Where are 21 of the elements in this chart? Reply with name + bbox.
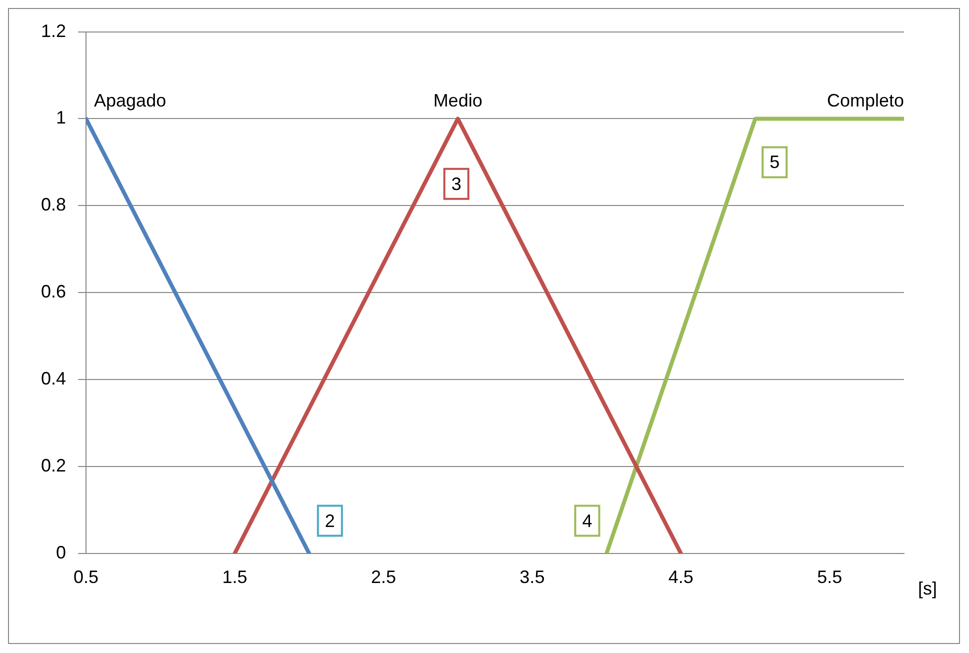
y-tick-label: 0	[56, 542, 66, 562]
annotation: 2	[324, 510, 335, 531]
y-tick-label: 1	[56, 108, 66, 128]
x-tick-label: 1.5	[222, 567, 248, 588]
y-tick-label: 0.4	[40, 368, 66, 388]
x-tick-label: 3.5	[520, 567, 545, 588]
y-tick-label: 0.8	[40, 194, 66, 215]
y-tick-label: 0.6	[40, 282, 66, 302]
series-label: Apagado	[94, 90, 166, 111]
x-tick-label: 5.5	[817, 567, 842, 588]
series-label: Completo	[826, 90, 904, 111]
annotation: 4	[582, 510, 592, 531]
x-axis-title: [s]	[918, 578, 938, 598]
x-tick-label: 2.5	[370, 567, 396, 588]
annotation: 3	[451, 174, 462, 194]
series-label: Medio	[433, 90, 482, 111]
y-tick-label: 0.2	[40, 455, 66, 476]
x-tick-label: 0.5	[74, 567, 99, 588]
annotation: 5	[770, 152, 780, 172]
y-tick-label: 1.2	[40, 20, 66, 41]
x-tick-label: 4.5	[668, 567, 694, 588]
